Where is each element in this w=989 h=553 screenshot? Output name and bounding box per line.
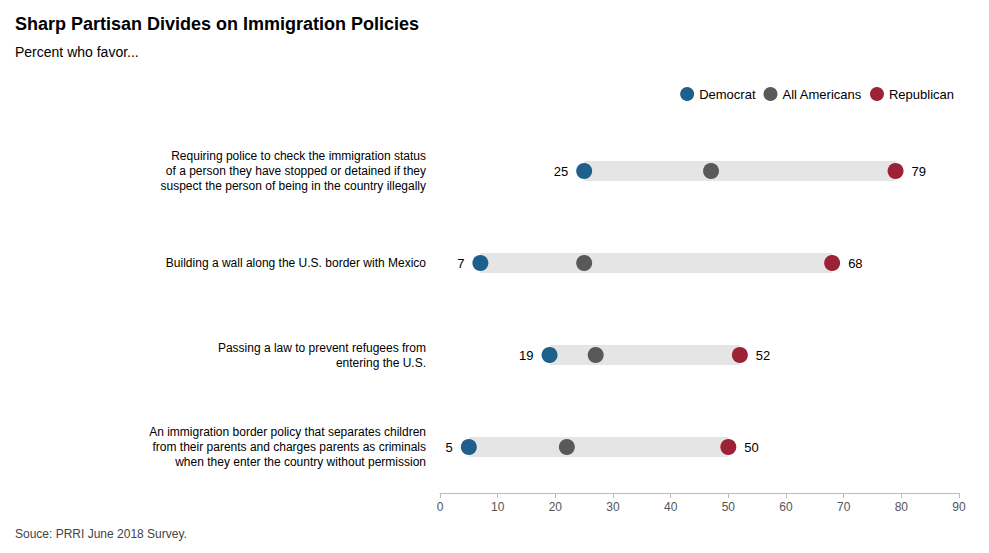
svg-text:5: 5: [446, 440, 453, 455]
svg-text:Souce: PRRI June 2018 Survey.: Souce: PRRI June 2018 Survey.: [15, 527, 187, 541]
svg-text:0: 0: [437, 500, 444, 514]
svg-text:Building a wall along the U.S.: Building a wall along the U.S. border wi…: [166, 256, 426, 270]
svg-text:Passing a law to prevent refug: Passing a law to prevent refugees from: [218, 341, 426, 355]
svg-text:68: 68: [848, 256, 862, 271]
svg-text:Percent who favor...: Percent who favor...: [15, 44, 139, 60]
svg-text:50: 50: [744, 440, 758, 455]
svg-text:60: 60: [779, 500, 793, 514]
svg-text:52: 52: [756, 348, 770, 363]
svg-text:10: 10: [491, 500, 505, 514]
svg-text:7: 7: [457, 256, 464, 271]
svg-text:30: 30: [606, 500, 620, 514]
svg-text:entering the U.S.: entering the U.S.: [336, 356, 426, 370]
svg-text:79: 79: [912, 164, 926, 179]
svg-text:40: 40: [664, 500, 678, 514]
svg-text:Republican: Republican: [889, 87, 954, 102]
svg-text:25: 25: [554, 164, 568, 179]
svg-text:20: 20: [549, 500, 563, 514]
svg-text:suspect the person of being in: suspect the person of being in the count…: [161, 179, 427, 193]
svg-text:All Americans: All Americans: [782, 87, 861, 102]
svg-text:Sharp Partisan Divides on Immi: Sharp Partisan Divides on Immigration Po…: [15, 14, 419, 34]
svg-text:90: 90: [952, 500, 966, 514]
svg-text:from their parents and charges: from their parents and charges parents a…: [153, 440, 426, 454]
svg-text:when they enter the country wi: when they enter the country without perm…: [174, 455, 426, 469]
svg-text:50: 50: [722, 500, 736, 514]
svg-text:80: 80: [895, 500, 909, 514]
svg-text:19: 19: [519, 348, 533, 363]
svg-text:Democrat: Democrat: [699, 87, 756, 102]
svg-text:of a person they have stopped: of a person they have stopped or detaine…: [166, 164, 426, 178]
svg-text:An immigration border policy t: An immigration border policy that separa…: [149, 425, 426, 439]
svg-text:70: 70: [837, 500, 851, 514]
svg-text:Requiring police to check the: Requiring police to check the immigratio…: [171, 149, 426, 163]
